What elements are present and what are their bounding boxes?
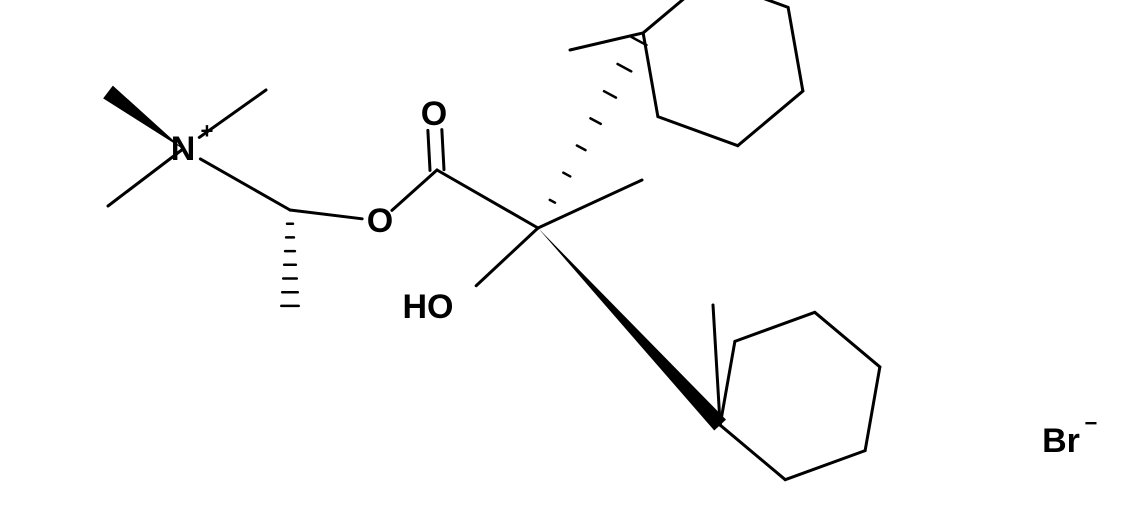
- atom-label-O1: O: [421, 95, 447, 133]
- charge-N: +: [201, 119, 214, 144]
- molecule-diagram: N+ O O HO Br−: [0, 0, 1121, 505]
- atom-label-O2: O: [367, 202, 393, 240]
- atom-label-HO: HO: [403, 288, 454, 326]
- atom-label-N: N: [171, 130, 196, 168]
- charge-Br: −: [1085, 411, 1098, 436]
- atom-label-Br: Br: [1042, 422, 1080, 460]
